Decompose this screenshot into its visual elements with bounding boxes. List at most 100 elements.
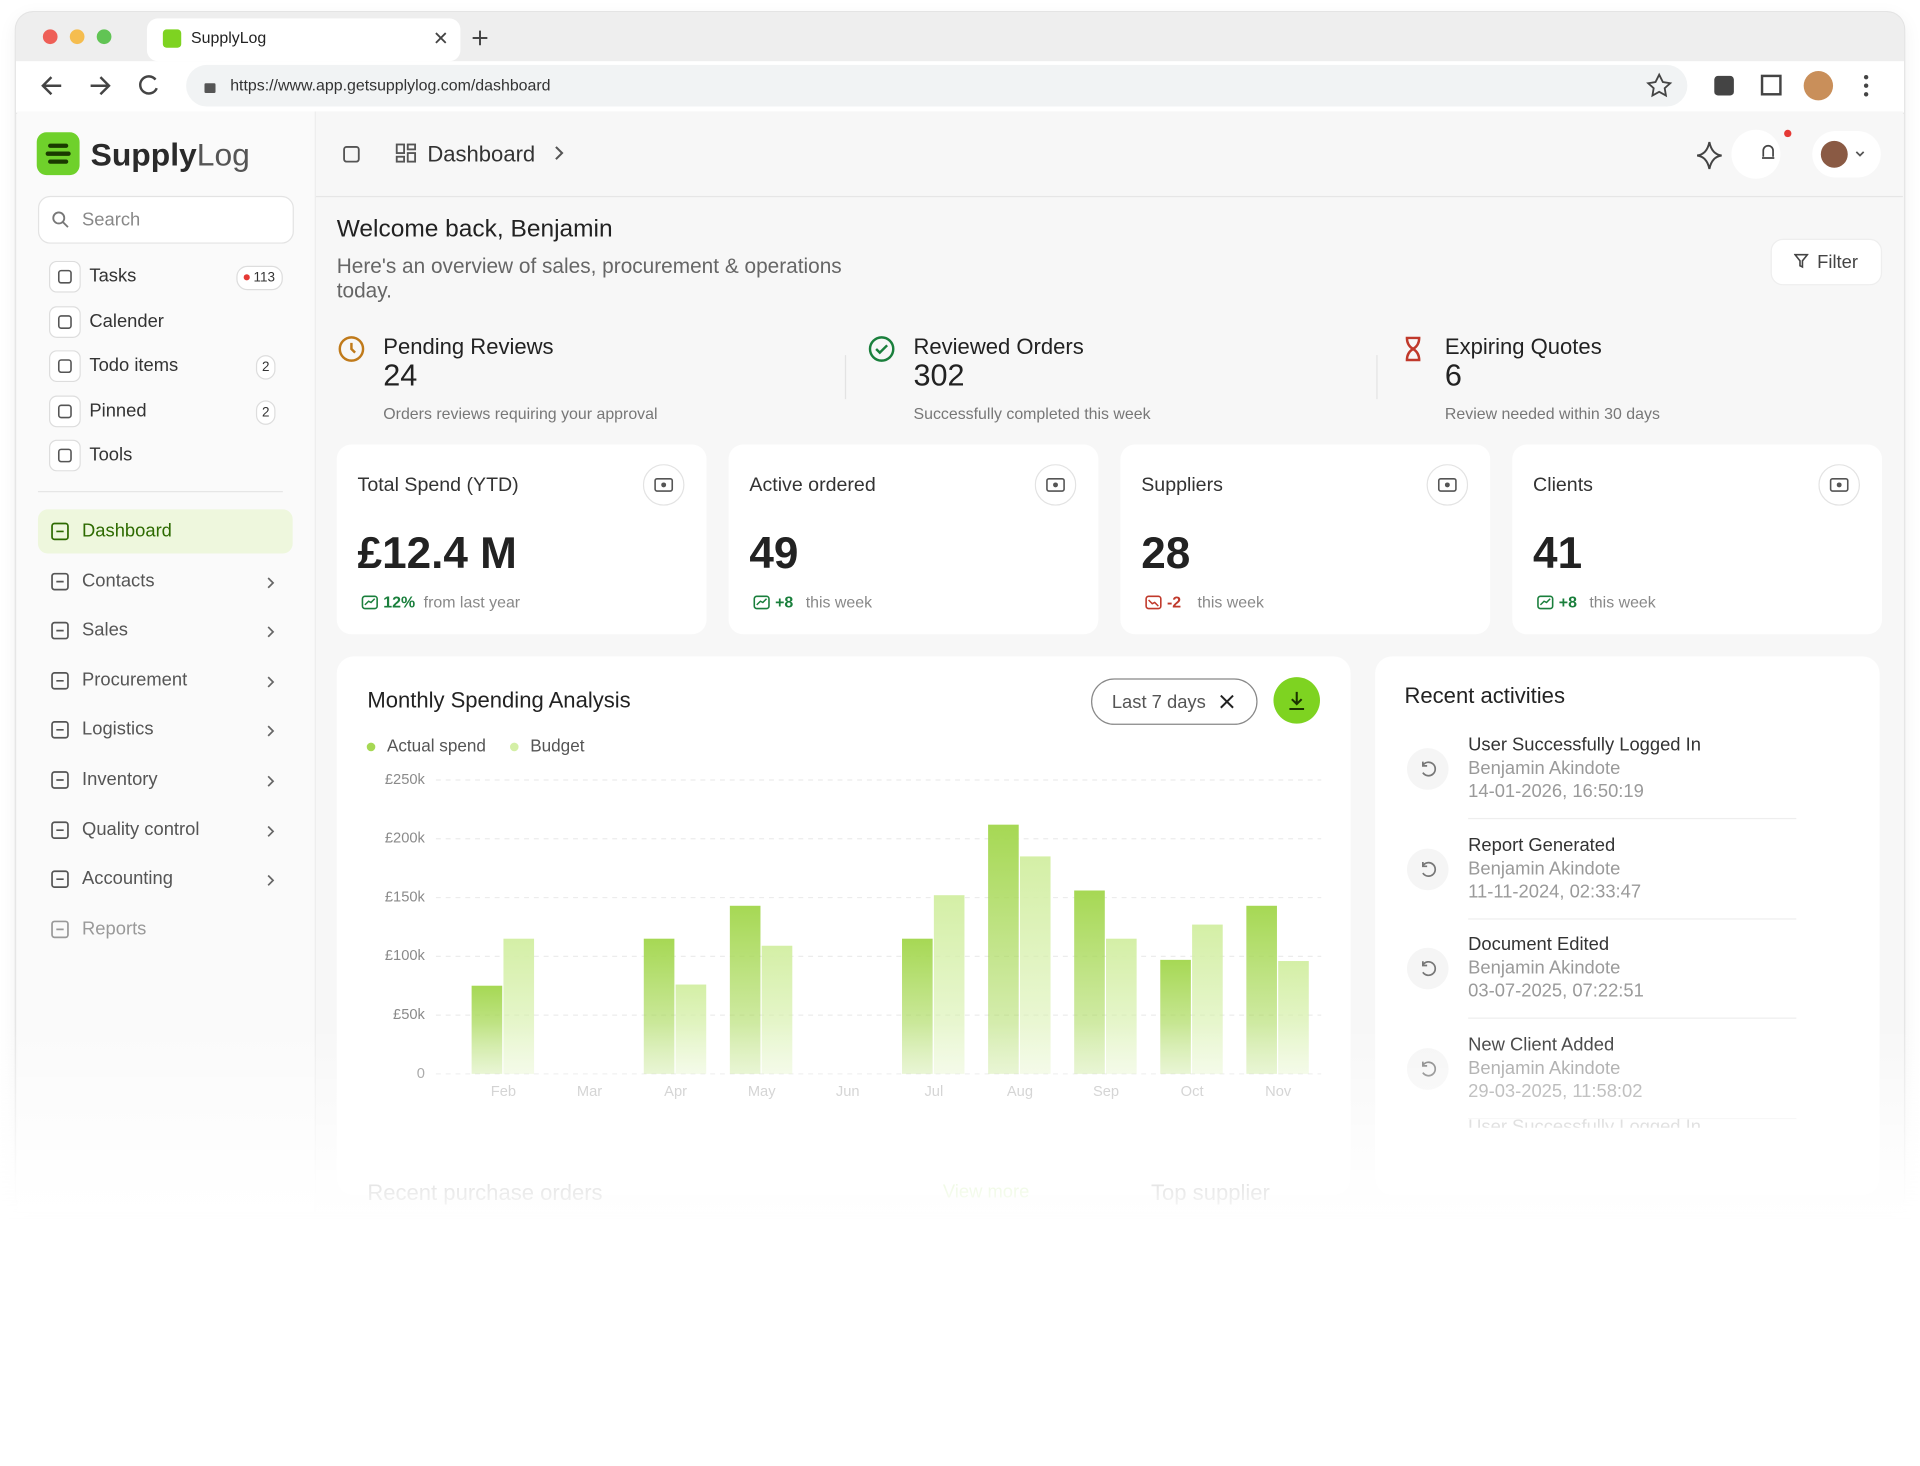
tool-label[interactable]: Calender (89, 310, 164, 332)
legend-swatch (510, 742, 519, 752)
activity-icon (1406, 947, 1450, 991)
nav-icon (50, 870, 70, 890)
bar (1019, 856, 1051, 1074)
card-note: this week (1197, 592, 1264, 612)
activity-user: Benjamin Akindote (1468, 1057, 1621, 1079)
card-label: Active ordered (749, 475, 876, 496)
bar (503, 938, 535, 1074)
tool-badge: 2 (255, 355, 276, 380)
x-tick-label: Oct (1181, 1084, 1204, 1100)
card-label: Suppliers (1141, 475, 1223, 496)
activity-icon (1406, 747, 1450, 791)
x-tick-label: Nov (1265, 1084, 1292, 1100)
summary-icon (867, 334, 896, 363)
y-tick-label: £100k (385, 948, 426, 964)
x-tick-label: Sep (1093, 1084, 1119, 1100)
bar (1246, 905, 1277, 1074)
x-tick-label: May (748, 1084, 776, 1100)
bar (1192, 924, 1223, 1074)
activity-event: Document Edited (1468, 934, 1610, 956)
summary-icon (337, 334, 366, 363)
activity-divider (1468, 817, 1797, 820)
bar (1074, 890, 1105, 1074)
x-tick-label: Jun (836, 1084, 860, 1100)
card-action (1426, 464, 1469, 506)
nav-item[interactable]: Dashboard (82, 520, 172, 542)
badge-count: 2 (262, 404, 270, 420)
activity-more: User Successfully Logged In (1468, 1116, 1701, 1128)
stat-card: Clients 41 +8 this week (1512, 444, 1883, 635)
nav-item[interactable]: Sales (82, 619, 128, 641)
y-tick-label: £250k (385, 772, 426, 788)
tool-badge: 2 (255, 399, 276, 425)
stat-card: Suppliers 28 -2 this week (1120, 444, 1491, 635)
tool-label[interactable]: Pinned (89, 399, 147, 421)
activity-time: 03-07-2025, 07:22:51 (1468, 980, 1644, 1002)
y-tick-label: £200k (385, 831, 426, 847)
bar (1160, 959, 1191, 1074)
bar (933, 895, 965, 1074)
activity-event: Report Generated (1468, 834, 1616, 856)
nav-item[interactable]: Quality control (82, 818, 200, 840)
nav-icon (50, 671, 70, 691)
nav-item[interactable]: Procurement (82, 669, 188, 691)
tool-label[interactable]: Todo items (89, 355, 179, 376)
badge-count: 2 (262, 360, 270, 375)
stat-card: Active ordered 49 +8 this week (728, 444, 1099, 635)
card-note: this week (805, 592, 873, 612)
bar (1106, 938, 1137, 1074)
nav-icon (50, 770, 70, 790)
badge-count: 113 (253, 270, 275, 286)
activity-user: Benjamin Akindote (1468, 757, 1621, 779)
bar (902, 938, 933, 1074)
trend-icon (1537, 594, 1554, 610)
summary-label: Pending Reviews (383, 334, 554, 359)
summary-value: 302 (913, 358, 965, 394)
summary-icon (1398, 334, 1427, 363)
card-change: 12% (383, 592, 416, 612)
tool-label[interactable]: Tools (89, 444, 133, 466)
x-tick-label: Feb (491, 1084, 516, 1100)
nav-chevron (264, 574, 276, 589)
activity-title: Recent activities (1404, 683, 1565, 708)
legend-label: Actual spend (387, 735, 486, 755)
nav-item[interactable]: Logistics (82, 719, 154, 741)
activity-event: User Successfully Logged In (1468, 734, 1701, 756)
nav-icon (50, 820, 70, 840)
bar (761, 945, 793, 1074)
nav-item[interactable]: Contacts (82, 570, 155, 591)
chart-title: Monthly Spending Analysis (367, 687, 630, 712)
card-action (642, 464, 685, 506)
card-change: +8 (1558, 592, 1577, 612)
bar (988, 824, 1019, 1074)
card-note: this week (1589, 592, 1656, 612)
nav-item[interactable]: Reports (82, 918, 147, 939)
bar (1278, 961, 1309, 1074)
x-tick-label: Mar (577, 1084, 602, 1100)
trend-icon (1145, 594, 1162, 610)
nav-chevron (264, 872, 276, 887)
nav-icon (50, 919, 70, 939)
bar (471, 985, 503, 1074)
summary-label: Expiring Quotes (1444, 334, 1602, 359)
nav-chevron (264, 623, 276, 638)
card-value: 28 (1141, 527, 1191, 578)
tool-label[interactable]: Tasks (89, 265, 137, 287)
card-note: from last year (423, 592, 521, 612)
y-tick-label: £150k (385, 889, 426, 905)
activity-user: Benjamin Akindote (1468, 957, 1621, 979)
tool-icon (48, 439, 81, 472)
trend-icon (753, 594, 770, 610)
view-more[interactable]: View more (942, 1181, 1030, 1203)
nav-item[interactable]: Inventory (82, 768, 158, 790)
nav-item[interactable]: Accounting (82, 868, 173, 890)
activity-divider (1468, 917, 1797, 919)
card-value: 49 (749, 527, 799, 578)
tool-badge: 113 (236, 265, 283, 291)
bar (675, 984, 707, 1074)
y-tick-label: £50k (393, 1007, 426, 1023)
card-value: 41 (1533, 527, 1583, 578)
nav-chevron (264, 673, 276, 688)
activity-time: 29-03-2025, 11:58:02 (1468, 1080, 1643, 1102)
